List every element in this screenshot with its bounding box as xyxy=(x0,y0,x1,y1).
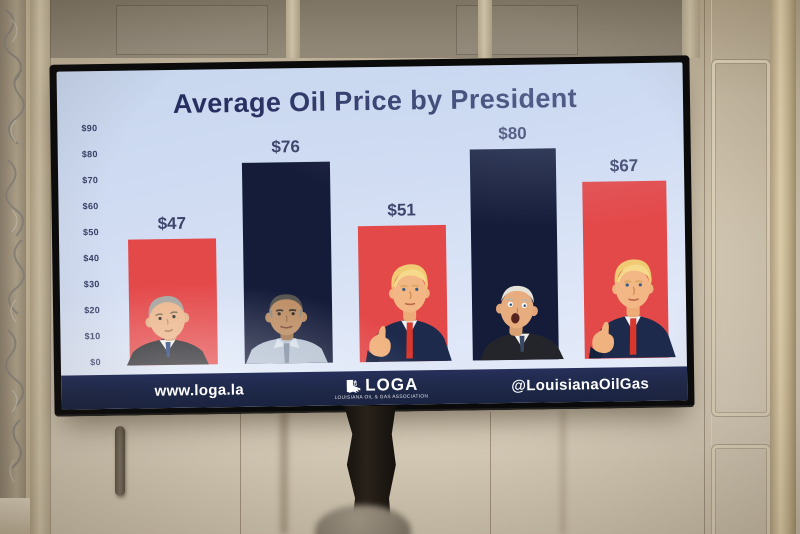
y-axis-tick: $60 xyxy=(82,201,99,212)
wall-left-beam xyxy=(30,0,50,534)
y-axis-tick: $50 xyxy=(82,227,99,238)
logo-subtext: LOUISIANA OIL & GAS ASSOCIATION xyxy=(334,394,429,401)
wall-shadow xyxy=(560,410,566,534)
bar-value-label: $47 xyxy=(157,214,187,234)
door-seam-line xyxy=(240,412,241,534)
door-seam-line xyxy=(490,412,491,534)
door-panel-molding xyxy=(712,60,770,416)
photo-donald-trump-1 xyxy=(365,264,452,363)
door-handle xyxy=(115,426,125,496)
ornate-mirror-frame xyxy=(0,0,30,500)
frame-sill xyxy=(0,498,30,534)
y-axis-tick: $70 xyxy=(82,175,99,186)
wall-upper-panels xyxy=(36,0,700,58)
chart-title: Average Oil Price by President xyxy=(172,82,578,119)
footer-website: www.loga.la xyxy=(154,381,245,400)
wall-panel-inset xyxy=(116,5,268,55)
door-seam-highlight xyxy=(711,0,712,534)
slide-footer: www.loga.la LOGA LOUISIANA OIL & GAS ASS… xyxy=(61,366,688,410)
wall-frame-strip xyxy=(286,0,300,58)
bar-chart: Average Oil Price by President $90 $80 $… xyxy=(57,62,687,375)
bar-value-label: $67 xyxy=(609,155,639,175)
audience-head xyxy=(315,505,411,534)
photo-joe-biden xyxy=(479,285,564,361)
louisiana-state-icon xyxy=(346,379,360,393)
photo-barack-obama xyxy=(245,294,328,364)
loga-logo: LOGA LOUISIANA OIL & GAS ASSOCIATION xyxy=(323,375,440,402)
y-axis-tick: $10 xyxy=(84,331,101,342)
wall-shadow xyxy=(280,410,288,534)
door-panel-molding xyxy=(712,445,770,534)
carved-pattern xyxy=(3,0,30,500)
y-axis-tick: $40 xyxy=(83,253,100,264)
y-axis-tick: $0 xyxy=(90,356,101,367)
bar-value-label: $51 xyxy=(387,200,416,220)
bar-value-label: $76 xyxy=(271,137,300,157)
y-axis-tick: $90 xyxy=(81,123,98,134)
y-axis-tick: $20 xyxy=(84,305,101,316)
wall-right-trim xyxy=(770,0,796,534)
wall-frame-strip xyxy=(478,0,492,58)
tv-screen: Average Oil Price by President $90 $80 $… xyxy=(56,62,688,410)
footer-social-handle: @LouisianaOilGas xyxy=(511,375,650,395)
wall-panel-inset xyxy=(456,5,578,55)
photo-donald-trump-2 xyxy=(588,259,676,359)
logo-wordmark: LOGA xyxy=(365,374,419,395)
door-seam-line xyxy=(704,0,705,534)
y-axis-tick: $30 xyxy=(83,279,100,290)
photo-george-w-bush xyxy=(126,295,209,366)
tv-display: Average Oil Price by President $90 $80 $… xyxy=(49,55,695,417)
bar-value-label: $80 xyxy=(498,123,527,144)
y-axis-tick: $80 xyxy=(81,149,98,160)
wall-frame-strip xyxy=(682,0,700,58)
